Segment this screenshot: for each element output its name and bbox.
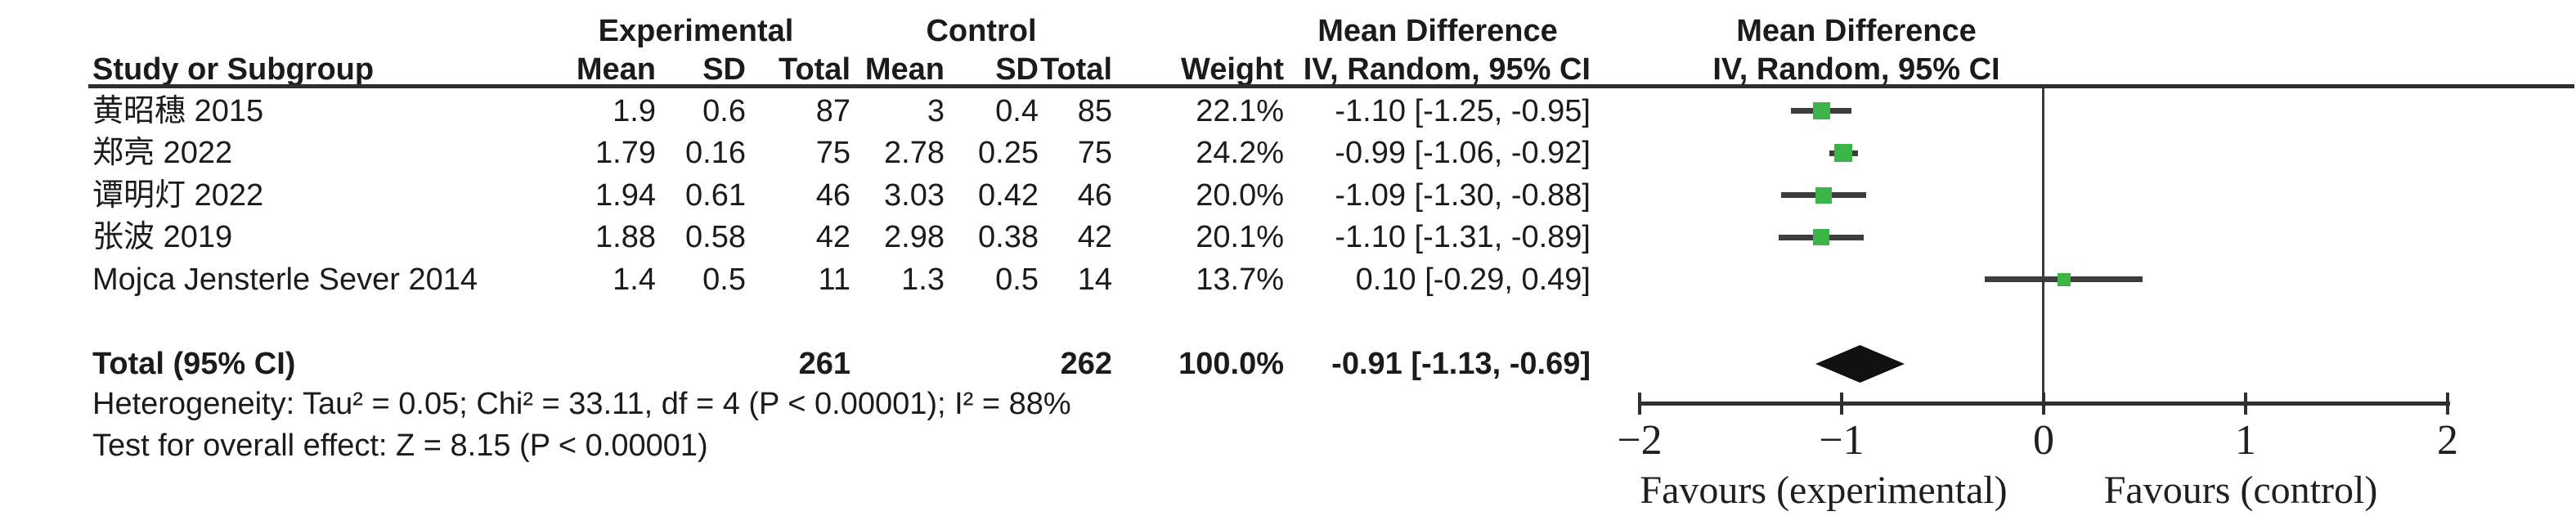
axis-tick-label: 0 (2033, 417, 2054, 464)
axis-tick-label: 1 (2235, 417, 2256, 464)
pooled-diamond (1815, 345, 1905, 383)
study-name: 张波 2019 (92, 220, 233, 254)
study-exp_total: 42 (815, 220, 850, 254)
study-name: 郑亮 2022 (92, 136, 233, 170)
effect-square (1815, 186, 1832, 204)
col-header-ctrl-sd: SD (995, 52, 1039, 87)
study-ctrl_sd: 0.25 (978, 136, 1039, 170)
effect-square (1812, 102, 1830, 119)
study-name: 谭明灯 2022 (92, 177, 264, 213)
col-header-ctrl-mean: Mean (864, 52, 945, 87)
zero-line (2042, 88, 2044, 403)
study-exp_mean: 1.94 (595, 177, 656, 213)
study-ci: -1.09 [-1.30, -0.88] (1335, 177, 1591, 213)
col-header-study: Study or Subgroup (92, 52, 375, 87)
total-exp-total: 261 (798, 347, 850, 381)
study-exp_sd: 0.61 (685, 177, 746, 213)
axis-tick (2446, 393, 2449, 415)
plot-header-mean-difference: Mean Difference (1736, 14, 1977, 48)
study-weight: 20.0% (1196, 177, 1284, 213)
axis-tick (1638, 393, 1641, 415)
axis-tick (1840, 393, 1843, 415)
study-ctrl_sd: 0.4 (995, 93, 1039, 128)
col-header-iv-random: IV, Random, 95% CI (1303, 52, 1591, 87)
heterogeneity-text: Heterogeneity: Tau² = 0.05; Chi² = 33.11… (92, 387, 1071, 421)
study-ctrl_sd: 0.42 (978, 177, 1039, 213)
total-label: Total (95% CI) (92, 347, 296, 381)
col-header-ctrl-total: Total (1040, 52, 1112, 87)
study-exp_sd: 0.58 (685, 220, 746, 254)
study-exp_mean: 1.79 (595, 136, 656, 170)
study-ctrl_total: 42 (1077, 220, 1112, 254)
study-exp_total: 75 (815, 136, 850, 170)
study-name: Mojca Jensterle Sever 2014 (92, 262, 478, 297)
study-exp_sd: 0.16 (685, 136, 746, 170)
study-weight: 24.2% (1196, 136, 1284, 170)
study-exp_sd: 0.5 (702, 262, 746, 297)
study-weight: 13.7% (1196, 262, 1284, 297)
study-ci: 0.10 [-0.29, 0.49] (1355, 262, 1591, 297)
effect-square (1813, 229, 1830, 245)
study-weight: 20.1% (1196, 220, 1284, 254)
study-exp_mean: 1.88 (595, 220, 656, 254)
total-ctrl-total: 262 (1060, 347, 1112, 381)
study-exp_sd: 0.6 (702, 93, 746, 128)
study-name: 黄昭穗 2015 (92, 93, 264, 128)
study-ctrl_total: 75 (1077, 136, 1112, 170)
study-ctrl_mean: 3 (927, 93, 945, 128)
study-ctrl_total: 85 (1077, 93, 1112, 128)
favours-right-label: Favours (control) (2103, 469, 2378, 512)
total-weight: 100.0% (1178, 347, 1284, 381)
plot-header-iv-random: IV, Random, 95% CI (1712, 52, 2000, 87)
axis-tick-label: −2 (1617, 417, 1663, 464)
col-header-weight: Weight (1181, 52, 1284, 87)
study-ctrl_mean: 2.98 (884, 220, 945, 254)
group-header-experimental: Experimental (598, 14, 794, 48)
study-weight: 22.1% (1196, 93, 1284, 128)
study-ctrl_mean: 3.03 (884, 177, 945, 213)
effect-square (1834, 144, 1853, 162)
axis-tick (2042, 393, 2045, 415)
overall-effect-text: Test for overall effect: Z = 8.15 (P < 0… (92, 429, 708, 463)
study-exp_total: 87 (815, 93, 850, 128)
study-exp_total: 11 (818, 262, 850, 297)
axis-tick (2244, 393, 2247, 415)
col-header-exp-mean: Mean (576, 52, 656, 87)
study-ctrl_sd: 0.38 (978, 220, 1039, 254)
study-ci: -1.10 [-1.25, -0.95] (1335, 93, 1591, 128)
study-ctrl_mean: 2.78 (884, 136, 945, 170)
header-rule (88, 84, 2574, 88)
col-header-exp-total: Total (779, 52, 850, 87)
favours-left-label: Favours (experimental) (1640, 469, 2008, 512)
study-exp_mean: 1.4 (613, 262, 656, 297)
group-header-mean-difference: Mean Difference (1317, 14, 1558, 48)
study-ctrl_total: 14 (1077, 262, 1112, 297)
effect-square (2057, 272, 2071, 286)
total-ci: -0.91 [-1.13, -0.69] (1331, 347, 1591, 381)
study-ctrl_mean: 1.3 (901, 262, 945, 297)
col-header-exp-sd: SD (702, 52, 746, 87)
axis-tick-label: −1 (1819, 417, 1865, 464)
group-header-control: Control (926, 14, 1037, 48)
study-ctrl_total: 46 (1077, 177, 1112, 213)
axis-tick-label: 2 (2437, 417, 2458, 464)
study-exp_mean: 1.9 (613, 93, 656, 128)
study-ctrl_sd: 0.5 (995, 262, 1039, 297)
study-exp_total: 46 (815, 177, 850, 213)
study-ci: -1.10 [-1.31, -0.89] (1335, 220, 1591, 254)
study-ci: -0.99 [-1.06, -0.92] (1335, 136, 1591, 170)
